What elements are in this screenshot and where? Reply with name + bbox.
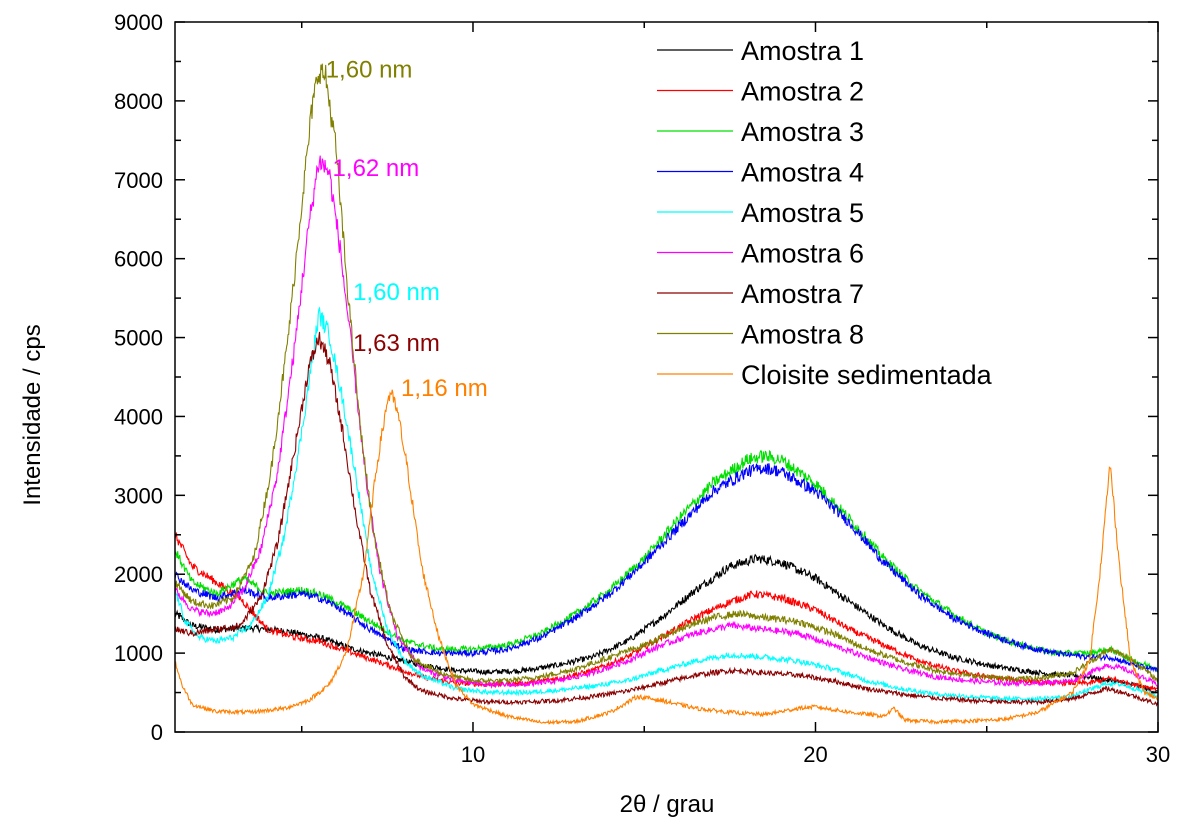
y-tick-label: 0	[151, 720, 163, 745]
legend-label: Amostra 7	[741, 279, 864, 309]
legend: Amostra 1 Amostra 2 Amostra 3 Amostra 4 Amos…	[657, 36, 993, 390]
x-tick-label: 30	[1146, 742, 1170, 767]
peak-label: 1,60 nm	[326, 56, 413, 83]
series-line-7	[175, 331, 1158, 707]
legend-label: Amostra 4	[741, 158, 864, 188]
x-tick-label: 10	[461, 742, 485, 767]
axes-frame	[174, 21, 1159, 733]
series-line-9	[175, 389, 1158, 726]
axes: 10 20 30 0 1000 2000 3000 4000 5000 6000 7000 8000 9…	[114, 10, 1170, 767]
legend-label: Amostra 3	[741, 117, 864, 147]
y-tick-label: 8000	[114, 89, 163, 114]
y-tick-label: 1000	[114, 641, 163, 666]
legend-label: Amostra 2	[741, 77, 864, 107]
series-line-4	[175, 463, 1158, 673]
y-tick-label: 6000	[114, 247, 163, 272]
legend-label: Amostra 6	[741, 239, 864, 269]
peak-label: 1,60 nm	[353, 279, 440, 306]
y-tick-label: 3000	[114, 483, 163, 508]
legend-label: Amostra 8	[741, 320, 864, 350]
y-axis-title: Intensidade / cps	[19, 324, 46, 505]
legend-label: Amostra 1	[741, 36, 864, 66]
y-tick-label: 9000	[114, 10, 163, 35]
y-tick-label: 2000	[114, 562, 163, 587]
peak-label: 1,16 nm	[401, 375, 488, 402]
x-axis-title: 2θ / grau	[620, 791, 715, 818]
peak-label: 1,63 nm	[353, 330, 440, 357]
y-tick-label: 7000	[114, 168, 163, 193]
series-line-5	[175, 306, 1158, 703]
y-tick-label: 4000	[114, 404, 163, 429]
x-tick-label: 20	[803, 742, 827, 767]
legend-label: Cloisite sedimentada	[741, 360, 993, 390]
legend-label: Amostra 5	[741, 198, 864, 228]
series-line-8	[175, 63, 1158, 685]
peak-label: 1,62 nm	[333, 155, 420, 182]
peak-annotations: 1,60 nm 1,62 nm 1,60 nm 1,63 nm 1,16 nm	[326, 56, 488, 402]
series-line-3	[175, 449, 1158, 673]
plot-area	[175, 63, 1158, 726]
y-tick-label: 5000	[114, 326, 163, 351]
series-line-1	[175, 553, 1158, 695]
series-line-6	[175, 155, 1158, 689]
